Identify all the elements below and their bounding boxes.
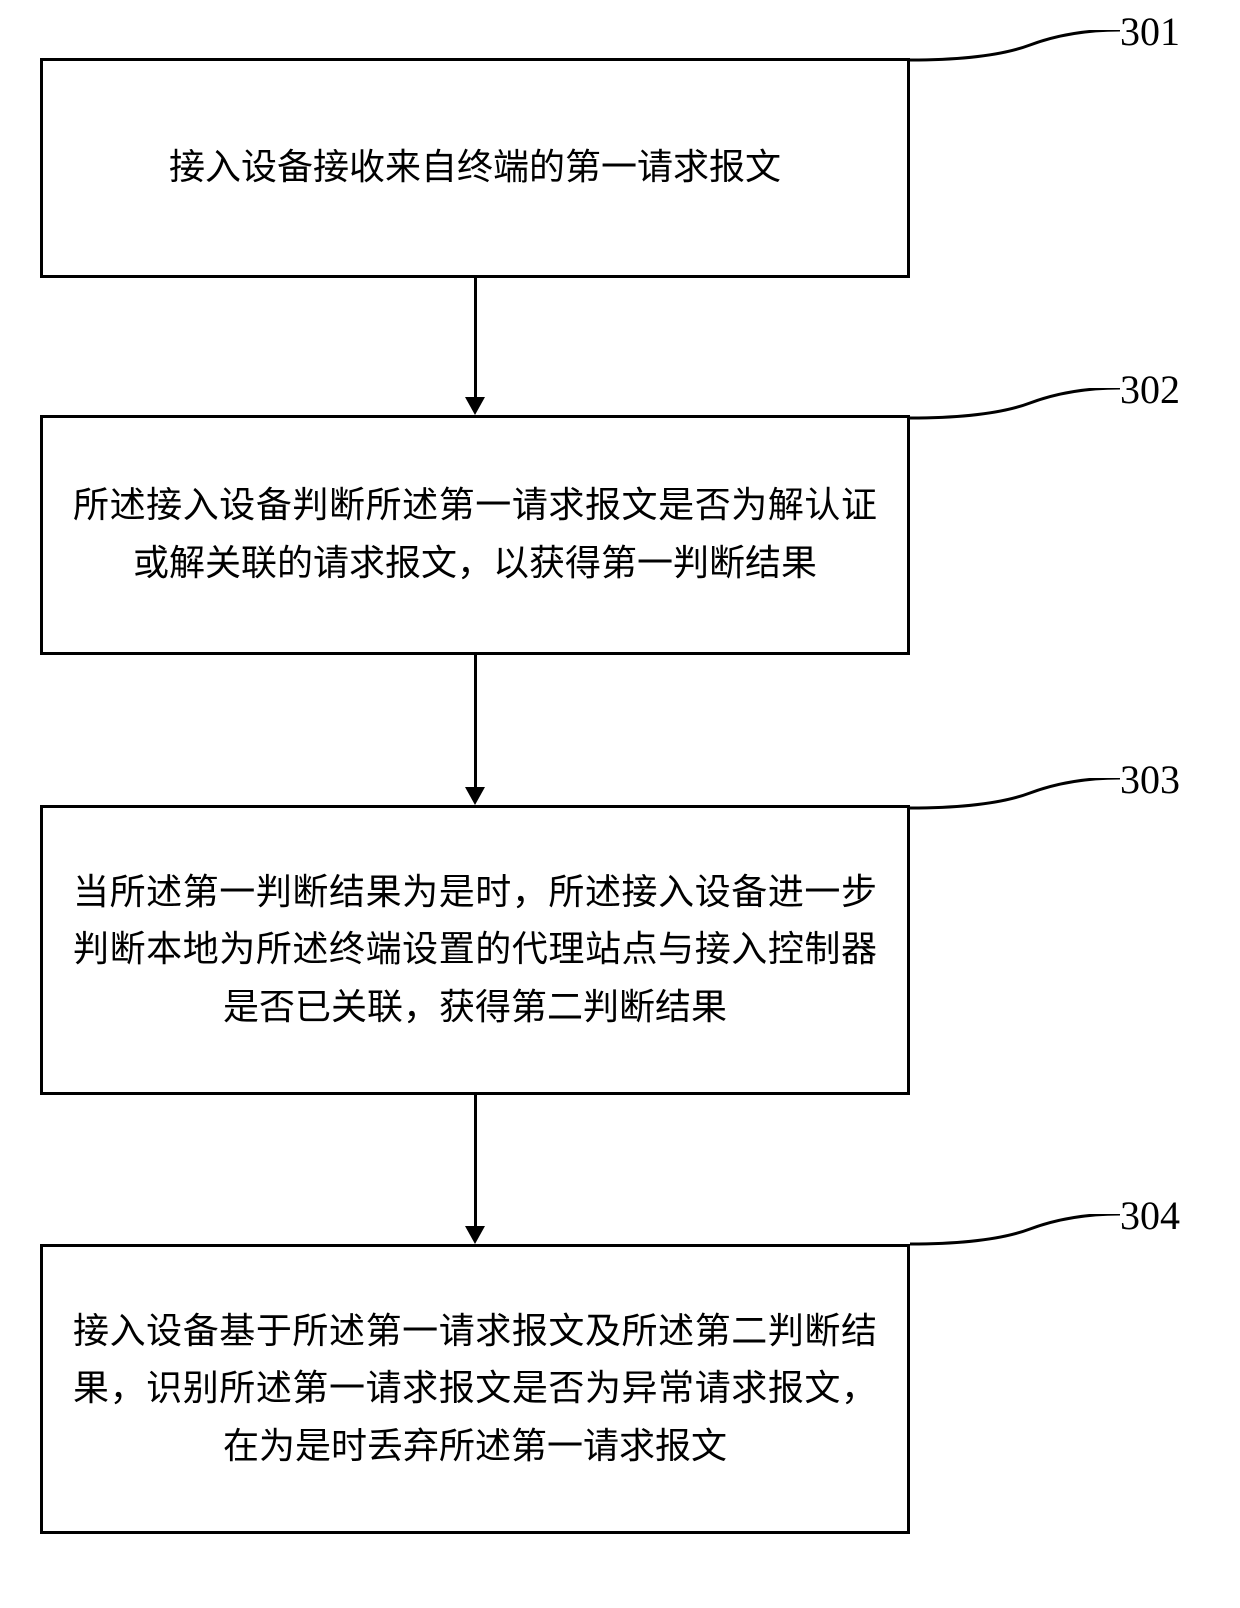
label-connector-2 bbox=[910, 388, 1120, 428]
flowchart-node-4: 接入设备基于所述第一请求报文及所述第二判断结果，识别所述第一请求报文是否为异常请… bbox=[40, 1244, 910, 1534]
edge-2-3 bbox=[474, 655, 477, 788]
flowchart-node-2: 所述接入设备判断所述第一请求报文是否为解认证或解关联的请求报文，以获得第一判断结… bbox=[40, 415, 910, 655]
label-connector-3 bbox=[910, 778, 1120, 818]
node-1-text: 接入设备接收来自终端的第一请求报文 bbox=[169, 139, 781, 197]
edge-1-2 bbox=[474, 278, 477, 398]
edge-3-4 bbox=[474, 1095, 477, 1227]
arrow-1-2 bbox=[465, 397, 485, 415]
node-4-text: 接入设备基于所述第一请求报文及所述第二判断结果，识别所述第一请求报文是否为异常请… bbox=[73, 1303, 877, 1476]
node-2-label: 302 bbox=[1120, 366, 1180, 413]
label-connector-4 bbox=[910, 1214, 1120, 1254]
arrow-3-4 bbox=[465, 1226, 485, 1244]
node-4-label: 304 bbox=[1120, 1192, 1180, 1239]
flowchart-node-3: 当所述第一判断结果为是时，所述接入设备进一步判断本地为所述终端设置的代理站点与接… bbox=[40, 805, 910, 1095]
node-2-text: 所述接入设备判断所述第一请求报文是否为解认证或解关联的请求报文，以获得第一判断结… bbox=[73, 477, 877, 592]
arrow-2-3 bbox=[465, 787, 485, 805]
flowchart-node-1: 接入设备接收来自终端的第一请求报文 bbox=[40, 58, 910, 278]
flowchart-container: 接入设备接收来自终端的第一请求报文 301 所述接入设备判断所述第一请求报文是否… bbox=[0, 0, 1240, 1608]
node-3-text: 当所述第一判断结果为是时，所述接入设备进一步判断本地为所述终端设置的代理站点与接… bbox=[73, 864, 877, 1037]
node-1-label: 301 bbox=[1120, 8, 1180, 55]
node-3-label: 303 bbox=[1120, 756, 1180, 803]
label-connector-1 bbox=[910, 30, 1120, 70]
